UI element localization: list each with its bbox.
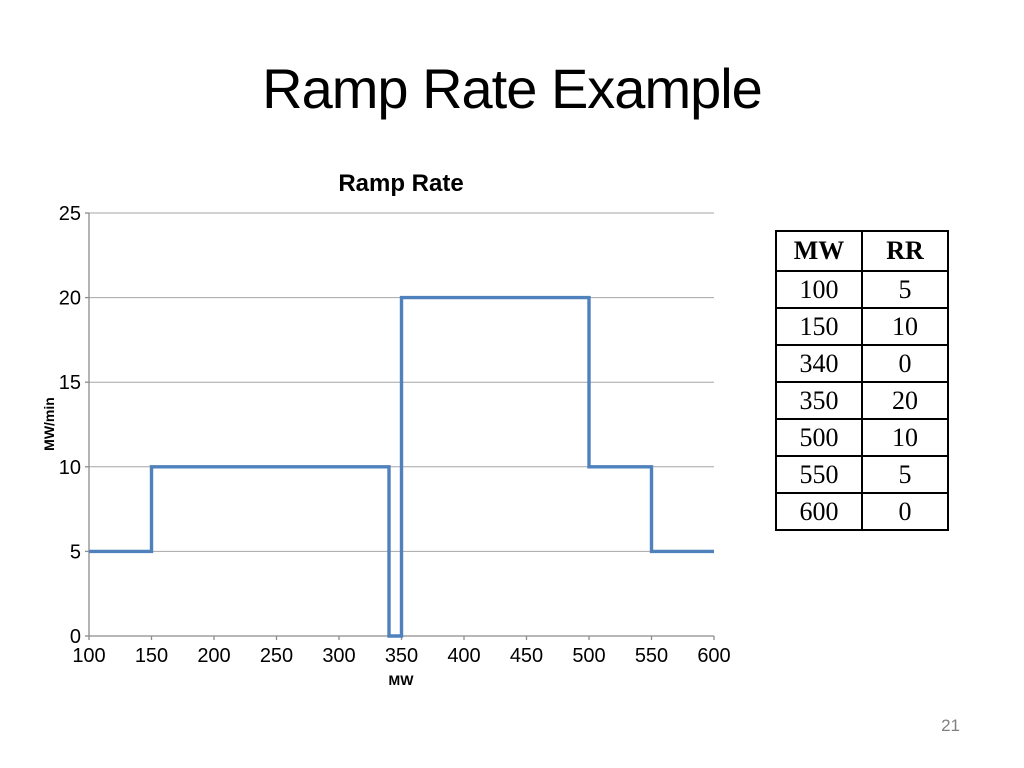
table-row: 340 0 [775, 344, 949, 383]
chart-axes [85, 212, 715, 640]
page-number: 21 [941, 716, 960, 735]
y-tick-label: 5 [70, 541, 81, 563]
slide-title: Ramp Rate Example [262, 57, 763, 120]
chart-series [89, 295, 714, 638]
ramp-rate-line [89, 295, 714, 638]
x-tick-label: 100 [72, 645, 105, 667]
table-cell: 550 [775, 455, 863, 494]
table-cell: 350 [775, 381, 863, 420]
x-tick-label: 200 [197, 645, 230, 667]
y-tick-label: 10 [59, 457, 81, 479]
table-row: 100 5 [775, 270, 949, 309]
table-header-cell: MW [775, 230, 863, 272]
chart-title: Ramp Rate [338, 170, 463, 197]
x-tick-label: 500 [572, 645, 605, 667]
table-row: 550 5 [775, 455, 949, 494]
table-cell: 10 [861, 307, 949, 346]
ramp-rate-chart: 100 150 200 250 300 350 400 450 500 550 600 0 5 10 15 2… [41, 170, 731, 688]
table-cell: 20 [861, 381, 949, 420]
y-axis-title: MW/min [41, 397, 57, 451]
table-cell: 150 [775, 307, 863, 346]
table-row: 500 10 [775, 418, 949, 457]
chart-tick-labels: 100 150 200 250 300 350 400 450 500 550 600 0 5 10 15 2… [59, 203, 731, 667]
x-axis-title: MW [389, 672, 415, 688]
x-tick-label: 550 [635, 645, 668, 667]
y-tick-label: 0 [70, 626, 81, 648]
x-tick-label: 250 [260, 645, 293, 667]
data-table: MW RR 100 5 150 10 340 0 350 20 500 10 550 5 600 0 [775, 230, 949, 531]
x-tick-label: 350 [385, 645, 418, 667]
table-header-cell: RR [861, 230, 949, 272]
x-tick-label: 150 [135, 645, 168, 667]
table-cell: 10 [861, 418, 949, 457]
x-tick-label: 600 [697, 645, 730, 667]
table-cell: 5 [861, 270, 949, 309]
y-tick-label: 25 [59, 203, 81, 225]
table-cell: 600 [775, 492, 863, 531]
x-tick-label: 300 [322, 645, 355, 667]
x-tick-label: 400 [447, 645, 480, 667]
table-row: 600 0 [775, 492, 949, 531]
table-cell: 0 [861, 492, 949, 531]
table-row: 350 20 [775, 381, 949, 420]
y-tick-label: 15 [59, 372, 81, 394]
y-tick-label: 20 [59, 288, 81, 310]
table-row: 150 10 [775, 307, 949, 346]
table-header-row: MW RR [775, 230, 949, 272]
table-cell: 100 [775, 270, 863, 309]
table-cell: 5 [861, 455, 949, 494]
table-cell: 0 [861, 344, 949, 383]
x-tick-label: 450 [510, 645, 543, 667]
table-cell: 500 [775, 418, 863, 457]
table-cell: 340 [775, 344, 863, 383]
